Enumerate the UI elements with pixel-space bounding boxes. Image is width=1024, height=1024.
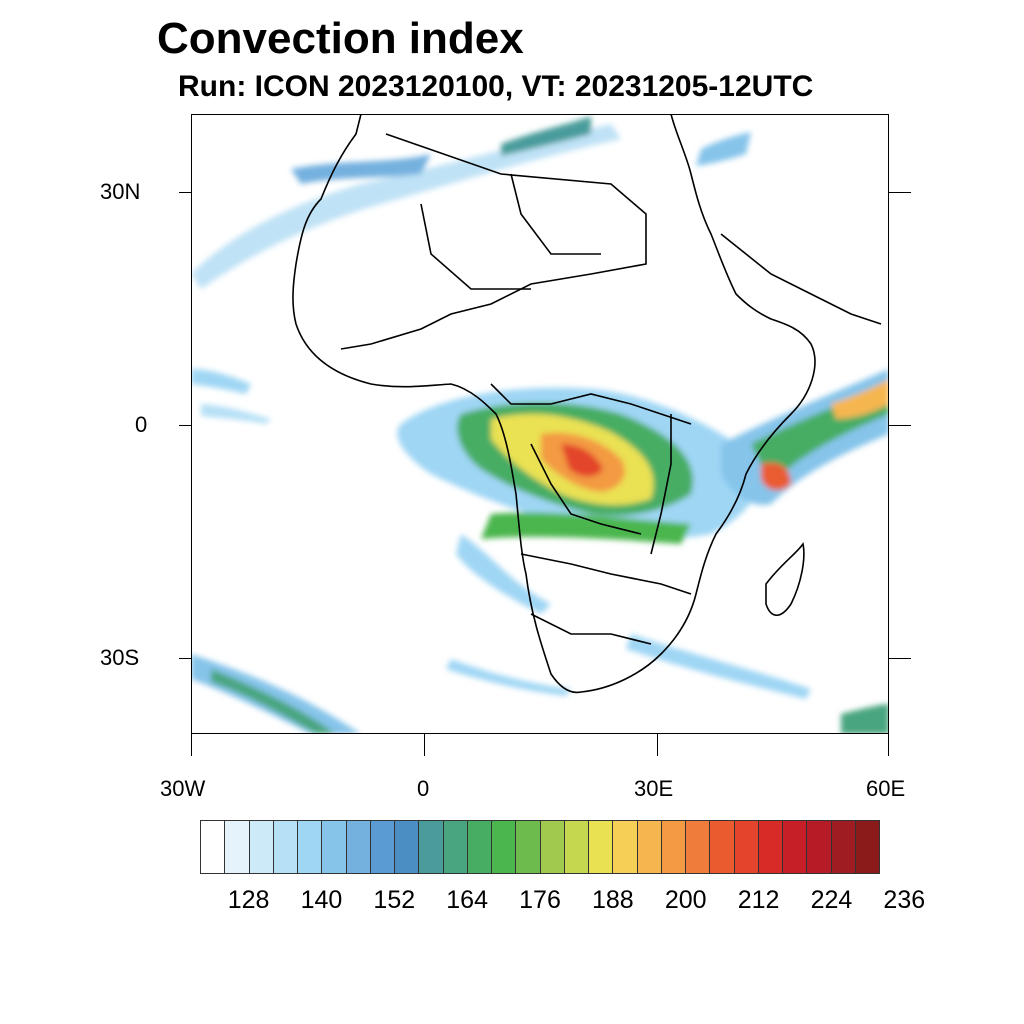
coastlines xyxy=(292,114,882,694)
lon-label-60e: 60E xyxy=(866,776,906,801)
lon-label-30w: 30W xyxy=(160,776,206,801)
colorbar-swatch xyxy=(564,820,589,874)
colorbar-swatch xyxy=(613,820,638,874)
colorbar xyxy=(200,820,880,874)
colorbar-swatch xyxy=(346,820,371,874)
colorbar-swatch xyxy=(395,820,420,874)
colorbar-tick-label: 128 xyxy=(227,886,270,914)
colorbar-tick-label: 224 xyxy=(810,886,853,914)
tick-0-lon xyxy=(424,734,425,756)
colorbar-tick-label: 212 xyxy=(737,886,780,914)
tick-0-left xyxy=(179,425,191,426)
colorbar-swatch xyxy=(589,820,614,874)
colorbar-swatch xyxy=(734,820,759,874)
colorbar-swatch xyxy=(273,820,298,874)
lon-label-30e: 30E xyxy=(634,776,674,801)
colorbar-tick-label: 164 xyxy=(446,886,488,914)
colorbar-swatch xyxy=(855,820,880,874)
lat-label-30s: 30S xyxy=(100,645,140,670)
colorbar-swatch xyxy=(807,820,832,874)
chart-subtitle: Run: ICON 2023120100, VT: 20231205-12UTC xyxy=(178,70,814,103)
colorbar-tick-label: 176 xyxy=(519,886,561,914)
colorbar-swatch xyxy=(443,820,468,874)
map-plot-area xyxy=(191,114,889,734)
colorbar-tick-label: 140 xyxy=(300,886,343,914)
chart-title: Convection index xyxy=(157,14,524,63)
colorbar-swatch xyxy=(249,820,274,874)
colorbar-swatch xyxy=(831,820,856,874)
colorbar-swatch xyxy=(758,820,783,874)
colorbar-swatch xyxy=(783,820,808,874)
tick-30n-left xyxy=(179,192,191,193)
colorbar-tick-label: 200 xyxy=(664,886,707,914)
colorbar-swatch xyxy=(419,820,444,874)
colorbar-swatch xyxy=(492,820,517,874)
tick-30w xyxy=(191,734,192,756)
colorbar-tick-label: 152 xyxy=(373,886,416,914)
tick-0-right xyxy=(889,425,911,426)
lat-label-0: 0 xyxy=(135,412,148,437)
colorbar-swatch xyxy=(516,820,541,874)
lat-label-30n: 30N xyxy=(100,179,141,204)
tick-30e xyxy=(657,734,658,756)
colorbar-swatch xyxy=(467,820,492,874)
tick-30n-right xyxy=(889,192,911,193)
colorbar-tick-label: 236 xyxy=(883,886,926,914)
lon-label-0: 0 xyxy=(417,776,430,801)
colorbar-swatch xyxy=(200,820,226,874)
map-canvas xyxy=(191,114,889,734)
colorbar-swatch xyxy=(710,820,735,874)
colorbar-swatch xyxy=(637,820,662,874)
colorbar-swatch xyxy=(661,820,686,874)
tick-30s-left xyxy=(179,658,191,659)
tick-30s-right xyxy=(889,658,911,659)
colorbar-tick-label: 188 xyxy=(591,886,634,914)
colorbar-swatch xyxy=(298,820,323,874)
colorbar-swatch xyxy=(322,820,347,874)
colorbar-swatch xyxy=(686,820,711,874)
convection-field xyxy=(191,116,889,734)
tick-60e xyxy=(888,734,889,756)
colorbar-swatch xyxy=(225,820,250,874)
colorbar-swatch xyxy=(370,820,395,874)
colorbar-swatch xyxy=(540,820,565,874)
